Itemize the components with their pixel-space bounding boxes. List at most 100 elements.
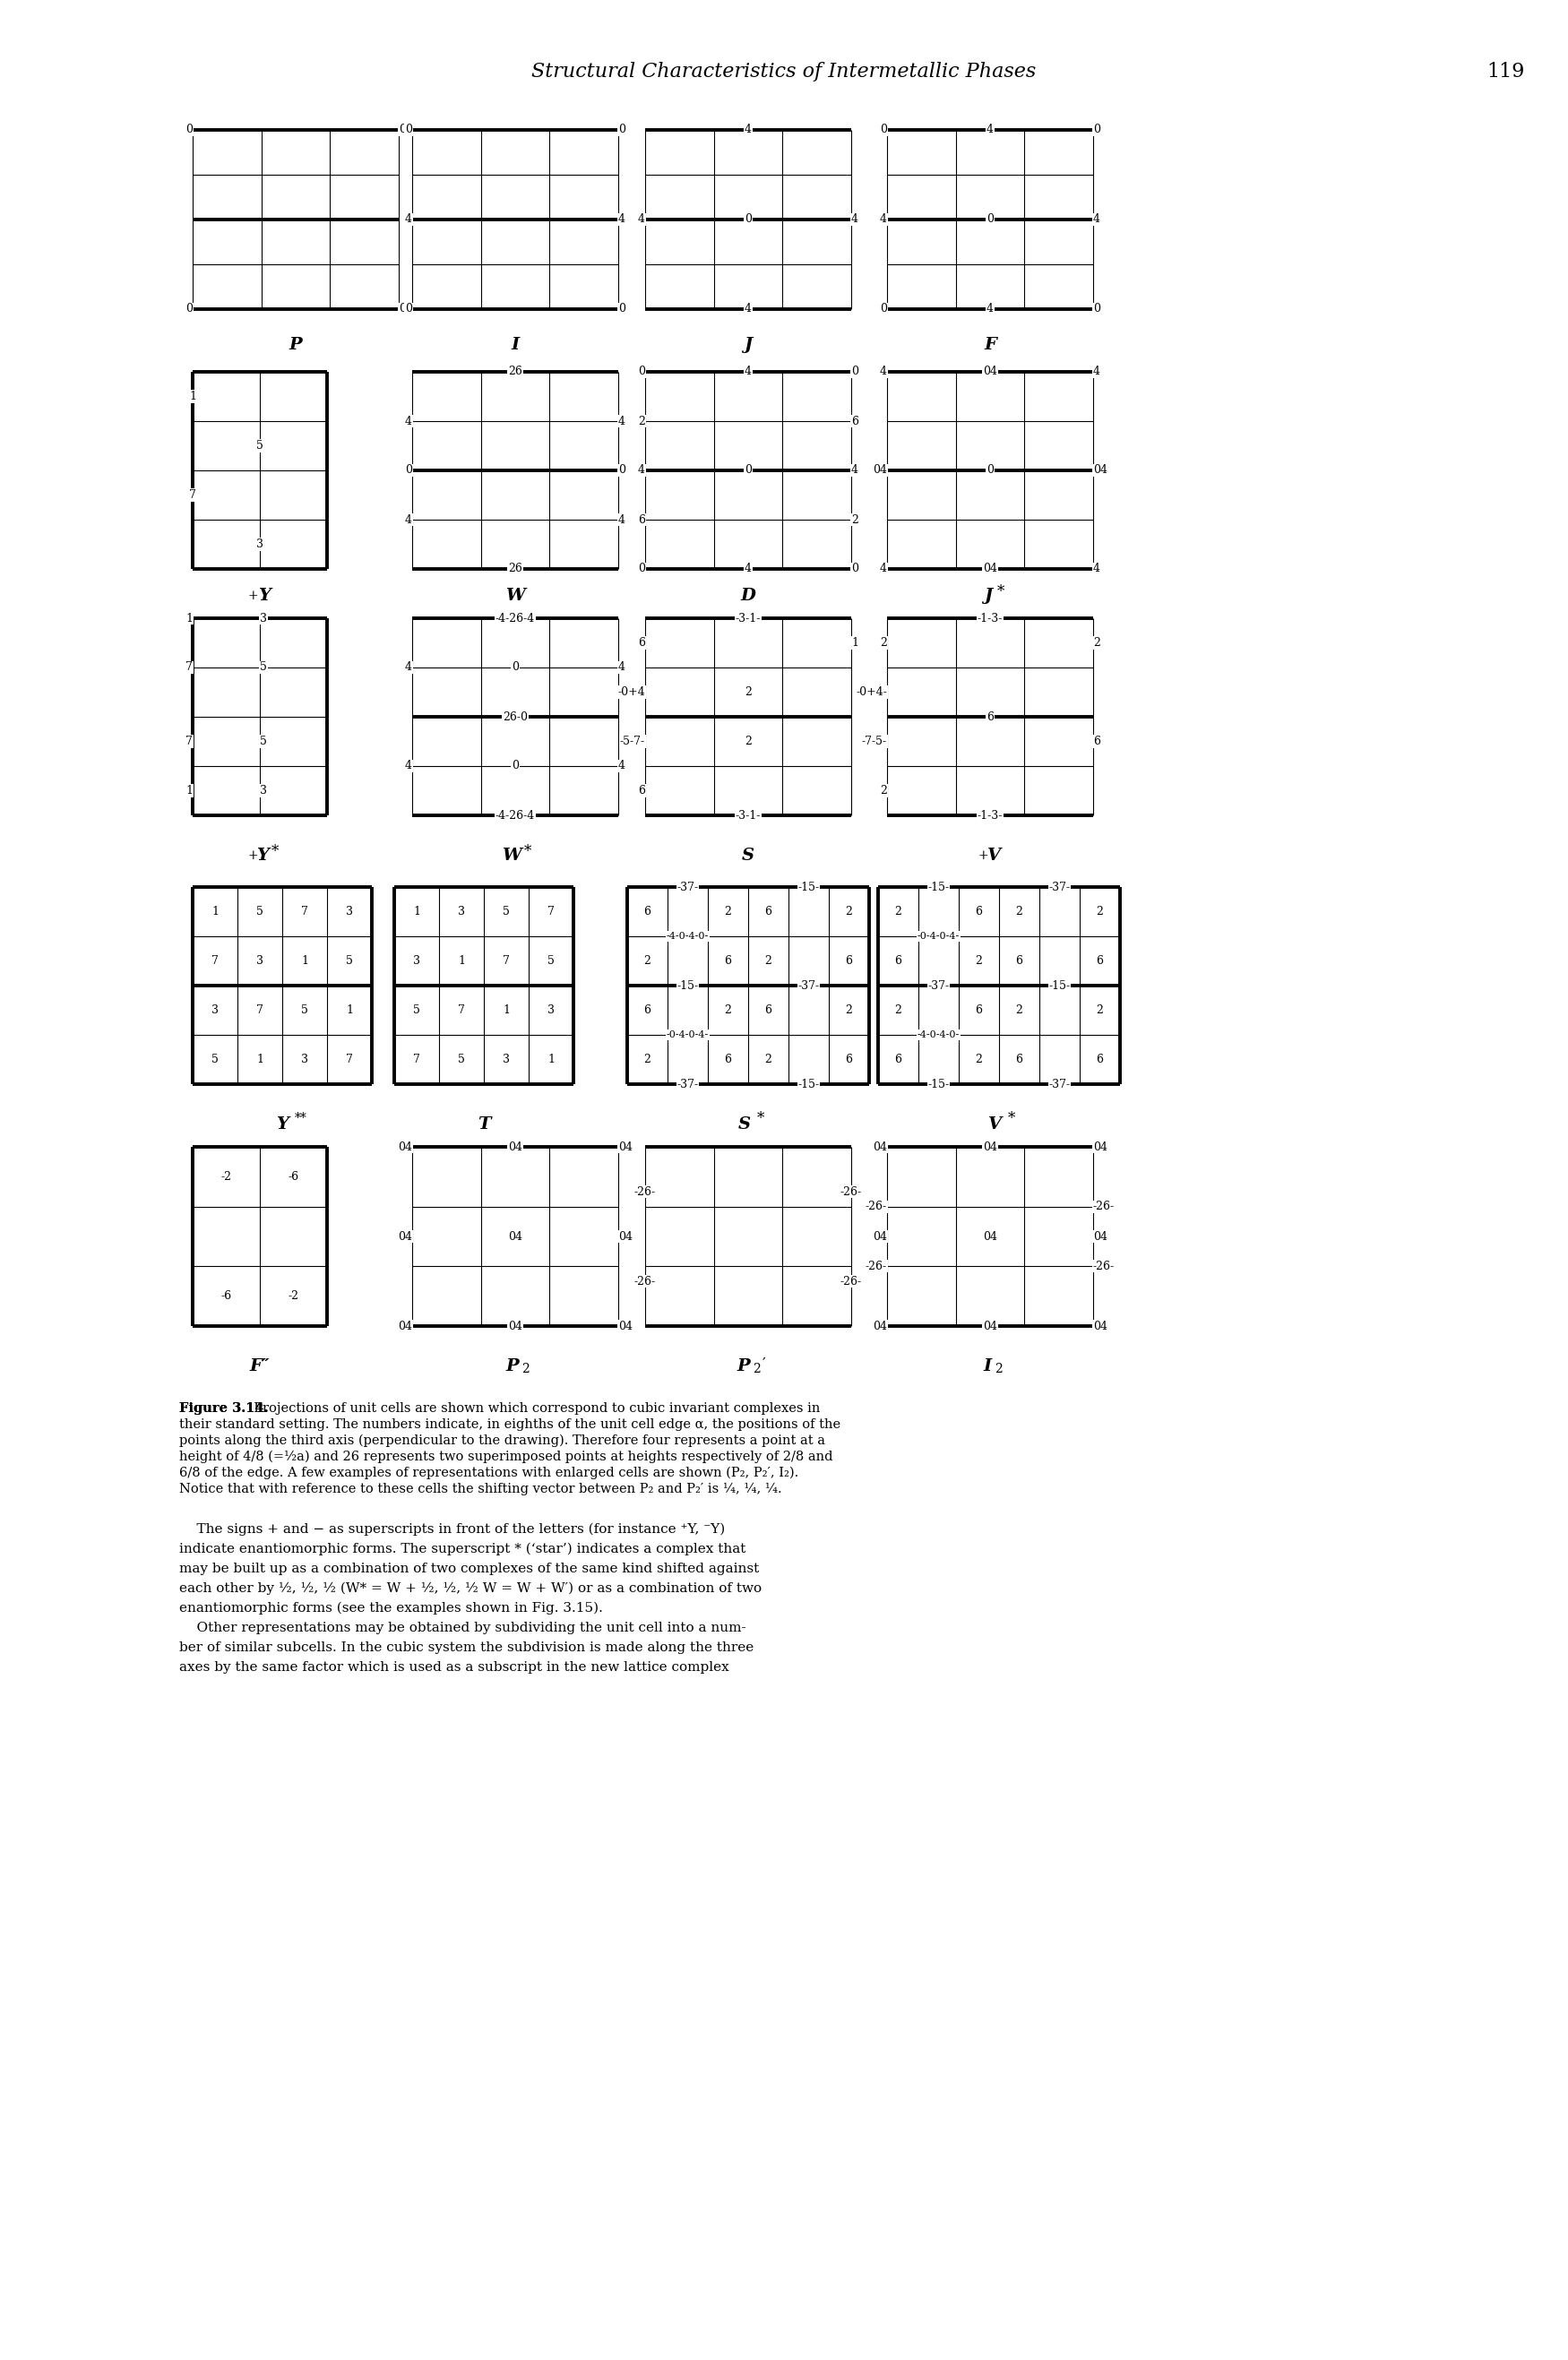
Text: 0: 0 <box>986 215 994 224</box>
Text: 2: 2 <box>895 1005 902 1017</box>
Text: 7: 7 <box>412 1053 420 1064</box>
Text: -15-: -15- <box>798 880 820 892</box>
Text: 4: 4 <box>745 564 751 576</box>
Text: 2: 2 <box>644 1053 651 1064</box>
Text: 4: 4 <box>1093 564 1101 576</box>
Text: 0: 0 <box>638 366 644 378</box>
Text: 6: 6 <box>845 1053 853 1064</box>
Text: 4: 4 <box>405 661 412 673</box>
Text: 5: 5 <box>458 1053 466 1064</box>
Text: 26-0: 26-0 <box>503 710 528 722</box>
Text: +: + <box>978 850 988 861</box>
Text: -26-: -26- <box>866 1260 887 1272</box>
Text: P: P <box>289 337 303 354</box>
Text: 4: 4 <box>638 465 644 477</box>
Text: 7: 7 <box>347 1053 353 1064</box>
Text: 2: 2 <box>1016 906 1022 918</box>
Text: 5: 5 <box>256 439 263 451</box>
Text: 5: 5 <box>347 956 353 968</box>
Text: 04: 04 <box>1093 1140 1107 1152</box>
Text: V: V <box>988 847 1002 864</box>
Text: -2: -2 <box>221 1171 232 1182</box>
Text: ′: ′ <box>762 1357 767 1371</box>
Text: +: + <box>248 590 257 602</box>
Text: -37-: -37- <box>1049 880 1071 892</box>
Text: 1: 1 <box>851 637 858 649</box>
Text: 2: 2 <box>975 1053 983 1064</box>
Text: height of 4/8 (=½a) and 26 represents two superimposed points at heights respect: height of 4/8 (=½a) and 26 represents tw… <box>179 1451 833 1463</box>
Text: Y: Y <box>276 1116 289 1133</box>
Text: 0: 0 <box>986 465 994 477</box>
Text: -15-: -15- <box>928 880 949 892</box>
Text: 0: 0 <box>398 304 406 314</box>
Text: 1: 1 <box>547 1053 555 1064</box>
Text: 2: 2 <box>1093 637 1101 649</box>
Text: **: ** <box>295 1112 307 1123</box>
Text: 7: 7 <box>301 906 309 918</box>
Text: 4: 4 <box>618 215 626 224</box>
Text: 6: 6 <box>644 1005 651 1017</box>
Text: 1: 1 <box>185 786 193 798</box>
Text: 04: 04 <box>398 1319 412 1331</box>
Text: 1: 1 <box>212 906 218 918</box>
Text: -4-0-4-0-: -4-0-4-0- <box>666 932 709 942</box>
Text: 2: 2 <box>745 736 751 748</box>
Text: -7-5-: -7-5- <box>862 736 887 748</box>
Text: -37-: -37- <box>928 979 949 991</box>
Text: W: W <box>502 847 522 864</box>
Text: 7: 7 <box>458 1005 466 1017</box>
Text: 04: 04 <box>508 1230 522 1241</box>
Text: P: P <box>737 1359 750 1374</box>
Text: points along the third axis (perpendicular to the drawing). Therefore four repre: points along the third axis (perpendicul… <box>179 1435 825 1447</box>
Text: 2: 2 <box>521 1362 528 1376</box>
Text: 6: 6 <box>1096 956 1104 968</box>
Text: 6: 6 <box>895 1053 902 1064</box>
Text: 5: 5 <box>301 1005 309 1017</box>
Text: 1: 1 <box>185 611 193 623</box>
Text: 6: 6 <box>986 710 994 722</box>
Text: 04: 04 <box>508 1140 522 1152</box>
Text: 0: 0 <box>511 760 519 772</box>
Text: -4-26-4: -4-26-4 <box>495 611 535 623</box>
Text: D: D <box>740 588 756 604</box>
Text: -26-: -26- <box>635 1185 655 1197</box>
Text: 04: 04 <box>873 1140 887 1152</box>
Text: 7: 7 <box>503 956 510 968</box>
Text: 26: 26 <box>508 564 522 576</box>
Text: -15-: -15- <box>1049 979 1071 991</box>
Text: 04: 04 <box>618 1230 632 1241</box>
Text: F″: F″ <box>249 1359 270 1374</box>
Text: *: * <box>524 843 532 859</box>
Text: -26-: -26- <box>866 1201 887 1213</box>
Text: 04: 04 <box>873 1230 887 1241</box>
Text: 4: 4 <box>405 415 412 427</box>
Text: V: V <box>989 1116 1002 1133</box>
Text: 1: 1 <box>190 392 196 401</box>
Text: 2: 2 <box>845 1005 853 1017</box>
Text: 1: 1 <box>256 1053 263 1064</box>
Text: 2: 2 <box>1096 1005 1104 1017</box>
Text: 04: 04 <box>1093 1319 1107 1331</box>
Text: -26-: -26- <box>840 1185 862 1197</box>
Text: may be built up as a combination of two complexes of the same kind shifted again: may be built up as a combination of two … <box>179 1562 759 1574</box>
Text: I: I <box>983 1359 991 1374</box>
Text: *: * <box>997 583 1005 599</box>
Text: 7: 7 <box>185 736 193 748</box>
Text: 6/8 of the edge. A few examples of representations with enlarged cells are shown: 6/8 of the edge. A few examples of repre… <box>179 1466 798 1480</box>
Text: 2: 2 <box>753 1362 760 1376</box>
Text: -4-0-4-0-: -4-0-4-0- <box>917 1031 960 1038</box>
Text: 0: 0 <box>405 304 412 314</box>
Text: 5: 5 <box>212 1053 218 1064</box>
Text: 0: 0 <box>745 465 751 477</box>
Text: 1: 1 <box>347 1005 353 1017</box>
Text: 3: 3 <box>256 538 263 550</box>
Text: -3-1-: -3-1- <box>735 809 760 821</box>
Text: 5: 5 <box>260 661 267 673</box>
Text: 3: 3 <box>256 956 263 968</box>
Text: -15-: -15- <box>677 979 698 991</box>
Text: 2: 2 <box>724 1005 732 1017</box>
Text: -26-: -26- <box>1093 1201 1115 1213</box>
Text: 1: 1 <box>301 956 309 968</box>
Text: 04: 04 <box>1093 465 1107 477</box>
Text: 0: 0 <box>880 125 887 137</box>
